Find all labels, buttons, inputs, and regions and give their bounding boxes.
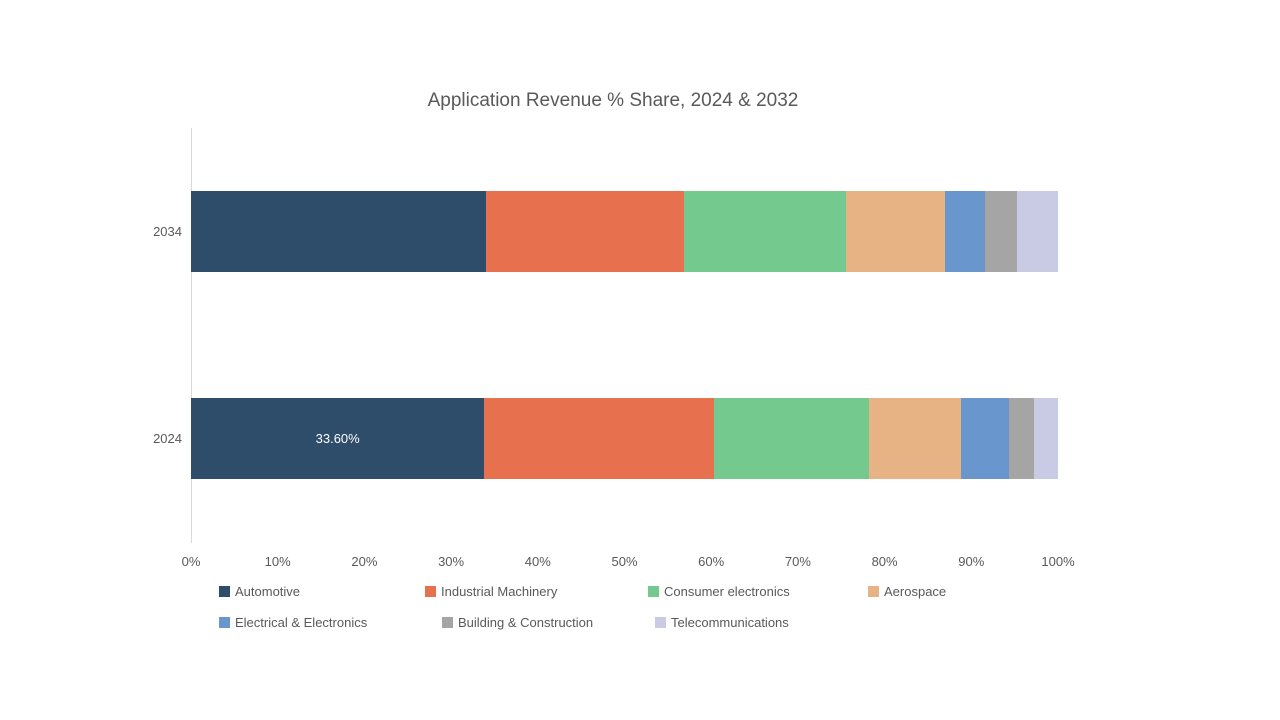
bar-segment-electrical-electronics-2034 (945, 191, 985, 272)
x-tick-40pct: 40% (524, 554, 551, 569)
legend-item-telecommunications: Telecommunications (655, 615, 789, 630)
bar-segment-consumer-electronics-2034 (683, 191, 847, 272)
legend-item-aerospace: Aerospace (868, 584, 946, 599)
y-axis-line (191, 128, 192, 543)
bar-segment-consumer-electronics-2024 (713, 398, 869, 479)
bar-segment-industrial-machinery-2024 (484, 398, 714, 479)
legend-label-aerospace: Aerospace (884, 584, 947, 599)
data-label-automotive-2024: 33.60% (315, 431, 360, 446)
x-tick-70pct: 70% (784, 554, 811, 569)
legend-item-electrical-electronics: Electrical & Electronics (219, 615, 367, 630)
y-axis-label-2034: 2034 (153, 223, 182, 239)
legend-label-industrial-machinery: Industrial Machinery (441, 584, 558, 599)
legend-swatch-consumer-electronics (648, 586, 659, 597)
bar-segment-building-construction-2024 (1009, 398, 1035, 479)
x-tick-90pct: 90% (958, 554, 985, 569)
x-tick-100pct: 100% (1041, 554, 1075, 569)
bar-segment-electrical-electronics-2024 (961, 398, 1010, 479)
legend-swatch-telecommunications (655, 617, 666, 628)
bar-segment-automotive-2024: 33.60% (191, 398, 485, 479)
legend-swatch-automotive (219, 586, 230, 597)
y-axis-label-2024: 2024 (153, 430, 182, 446)
legend-label-consumer-electronics: Consumer electronics (664, 584, 790, 599)
x-tick-80pct: 80% (871, 554, 898, 569)
legend-item-automotive: Automotive (219, 584, 300, 599)
legend-swatch-industrial-machinery (425, 586, 436, 597)
bar-segment-telecommunications-2034 (1017, 191, 1058, 272)
x-tick-20pct: 20% (351, 554, 378, 569)
legend-item-building-construction: Building & Construction (442, 615, 593, 630)
x-tick-0pct: 0% (181, 554, 201, 569)
bar-segment-industrial-machinery-2034 (486, 191, 684, 272)
x-tick-50pct: 50% (611, 554, 638, 569)
legend-swatch-building-construction (442, 617, 453, 628)
bar-segment-building-construction-2034 (985, 191, 1018, 272)
legend-label-automotive: Automotive (235, 584, 301, 599)
x-tick-60pct: 60% (698, 554, 725, 569)
legend-item-consumer-electronics: Consumer electronics (648, 584, 790, 599)
bar-segment-aerospace-2024 (868, 398, 962, 479)
bar-2034 (191, 191, 1058, 272)
bar-segment-automotive-2034 (191, 191, 487, 272)
bar-segment-aerospace-2034 (846, 191, 946, 272)
bar-2024: 33.60% (191, 398, 1058, 479)
x-tick-10pct: 10% (264, 554, 291, 569)
legend-label-telecommunications: Telecommunications (671, 615, 789, 630)
legend-swatch-aerospace (868, 586, 879, 597)
x-tick-30pct: 30% (438, 554, 465, 569)
legend-item-industrial-machinery: Industrial Machinery (425, 584, 557, 599)
bar-segment-telecommunications-2024 (1034, 398, 1058, 479)
legend-label-electrical-electronics: Electrical & Electronics (235, 615, 368, 630)
legend-label-building-construction: Building & Construction (458, 615, 594, 630)
legend-swatch-electrical-electronics (219, 617, 230, 628)
chart-title: Application Revenue % Share, 2024 & 2032 (427, 90, 799, 111)
